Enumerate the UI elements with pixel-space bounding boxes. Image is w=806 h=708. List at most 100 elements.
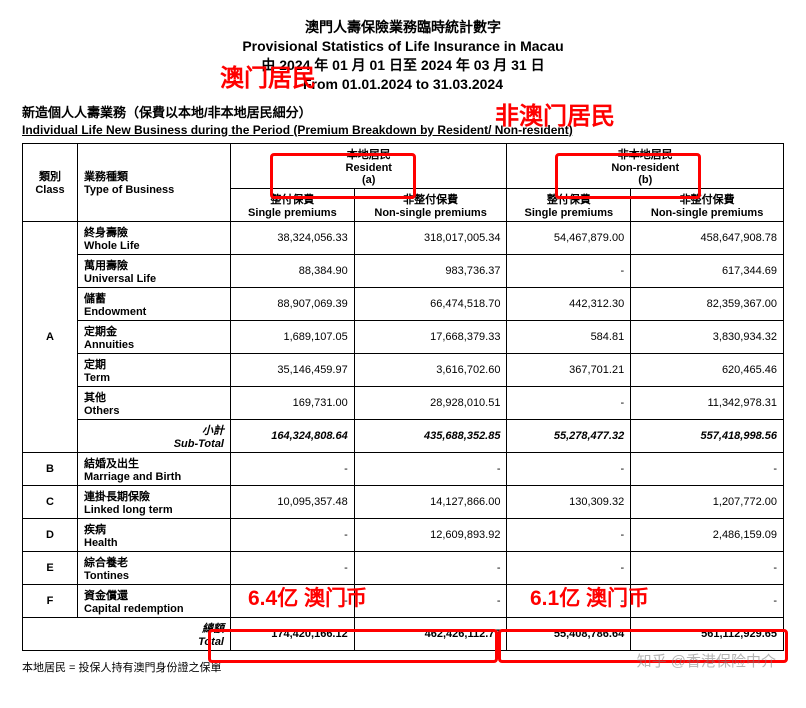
value-cell: - [631, 551, 784, 584]
table-row: 儲蓄Endowment88,907,069.3966,474,518.70442… [23, 287, 784, 320]
value-cell: 82,359,367.00 [631, 287, 784, 320]
class-cell: E [23, 551, 78, 584]
value-cell: 54,467,879.00 [507, 221, 631, 254]
table-row: C連掛長期保險Linked long term10,095,357.4814,1… [23, 485, 784, 518]
value-cell: - [354, 584, 507, 617]
type-cell: 小計Sub-Total [78, 419, 231, 452]
total-value: 462,426,112.77 [354, 617, 507, 650]
col-class-zh: 類別 [39, 171, 61, 183]
table-row: 其他Others169,731.0028,928,010.51-11,342,9… [23, 386, 784, 419]
type-cell: 資金償還Capital redemption [78, 584, 231, 617]
col-a-nsp-zh: 非整付保費 [403, 194, 458, 206]
table-row: D疾病Health-12,609,893.92-2,486,159.09 [23, 518, 784, 551]
col-a-nsp-en: Non-single premiums [374, 207, 486, 219]
value-cell: - [507, 584, 631, 617]
col-b-nsp-zh: 非整付保費 [680, 194, 735, 206]
value-cell: - [354, 452, 507, 485]
value-cell: 55,278,477.32 [507, 419, 631, 452]
col-class-en: Class [35, 184, 64, 196]
value-cell: 66,474,518.70 [354, 287, 507, 320]
table-row: A終身壽險Whole Life38,324,056.33318,017,005.… [23, 221, 784, 254]
value-cell: - [507, 254, 631, 287]
value-cell: 11,342,978.31 [631, 386, 784, 419]
col-resident-en: Resident [346, 162, 392, 174]
type-cell: 結婚及出生Marriage and Birth [78, 452, 231, 485]
table-row: 萬用壽險Universal Life88,384.90983,736.37-61… [23, 254, 784, 287]
col-b-sp-zh: 整付保費 [547, 194, 591, 206]
value-cell: 983,736.37 [354, 254, 507, 287]
class-cell: F [23, 584, 78, 617]
value-cell: 35,146,459.97 [231, 353, 355, 386]
col-nonresident-en: Non-resident [611, 162, 679, 174]
col-type-zh: 業務種類 [84, 171, 128, 183]
total-row: 總額Total174,420,166.12462,426,112.7755,40… [23, 617, 784, 650]
type-cell: 疾病Health [78, 518, 231, 551]
type-cell: 儲蓄Endowment [78, 287, 231, 320]
class-cell: B [23, 452, 78, 485]
type-cell: 其他Others [78, 386, 231, 419]
table-row: 小計Sub-Total164,324,808.64435,688,352.855… [23, 419, 784, 452]
value-cell: - [507, 386, 631, 419]
value-cell: 3,830,934.32 [631, 320, 784, 353]
value-cell: - [631, 584, 784, 617]
value-cell: 367,701.21 [507, 353, 631, 386]
total-value: 55,408,786.64 [507, 617, 631, 650]
type-cell: 終身壽險Whole Life [78, 221, 231, 254]
type-cell: 萬用壽險Universal Life [78, 254, 231, 287]
table-row: E綜合養老Tontines---- [23, 551, 784, 584]
value-cell: 88,384.90 [231, 254, 355, 287]
col-nonresident-zh: 非本地居民 [618, 149, 673, 161]
table-row: F資金償還Capital redemption---- [23, 584, 784, 617]
value-cell: - [507, 452, 631, 485]
col-a-sp-en: Single premiums [248, 207, 337, 219]
value-cell: 164,324,808.64 [231, 419, 355, 452]
value-cell: - [231, 452, 355, 485]
total-value: 561,112,929.65 [631, 617, 784, 650]
value-cell: 14,127,866.00 [354, 485, 507, 518]
value-cell: - [231, 518, 355, 551]
value-cell: 10,095,357.48 [231, 485, 355, 518]
value-cell: 38,324,056.33 [231, 221, 355, 254]
value-cell: 1,207,772.00 [631, 485, 784, 518]
title-zh: 澳門人壽保險業務臨時統計數字 [22, 18, 784, 37]
footnote: 本地居民 = 投保人持有澳門身份證之保單 [22, 659, 784, 675]
value-cell: - [507, 518, 631, 551]
value-cell: - [231, 584, 355, 617]
section-title-en: Individual Life New Business during the … [22, 123, 784, 137]
table-row: B結婚及出生Marriage and Birth---- [23, 452, 784, 485]
value-cell: 169,731.00 [231, 386, 355, 419]
value-cell: - [354, 551, 507, 584]
value-cell: 17,668,379.33 [354, 320, 507, 353]
value-cell: 557,418,998.56 [631, 419, 784, 452]
value-cell: 2,486,159.09 [631, 518, 784, 551]
type-cell: 定期金Annuities [78, 320, 231, 353]
value-cell: 442,312.30 [507, 287, 631, 320]
value-cell: 584.81 [507, 320, 631, 353]
section-title-zh: 新造個人人壽業務（保費以本地/非本地居民細分） [22, 102, 784, 121]
total-label: 總額Total [23, 617, 231, 650]
data-table: 類別 Class 業務種類 Type of Business 本地居民 Resi… [22, 143, 784, 651]
class-cell: D [23, 518, 78, 551]
col-resident-tag: (a) [362, 174, 375, 186]
col-nonresident-tag: (b) [638, 174, 652, 186]
col-resident-zh: 本地居民 [347, 149, 391, 161]
col-a-sp-zh: 整付保費 [270, 194, 314, 206]
table-row: 定期金Annuities1,689,107.0517,668,379.33584… [23, 320, 784, 353]
type-cell: 連掛長期保險Linked long term [78, 485, 231, 518]
value-cell: - [507, 551, 631, 584]
value-cell: 12,609,893.92 [354, 518, 507, 551]
total-value: 174,420,166.12 [231, 617, 355, 650]
value-cell: 435,688,352.85 [354, 419, 507, 452]
table-row: 定期Term35,146,459.973,616,702.60367,701.2… [23, 353, 784, 386]
value-cell: 458,647,908.78 [631, 221, 784, 254]
value-cell: - [231, 551, 355, 584]
value-cell: 1,689,107.05 [231, 320, 355, 353]
title-en: Provisional Statistics of Life Insurance… [22, 37, 784, 56]
value-cell: - [631, 452, 784, 485]
value-cell: 3,616,702.60 [354, 353, 507, 386]
col-b-sp-en: Single premiums [525, 207, 614, 219]
value-cell: 28,928,010.51 [354, 386, 507, 419]
type-cell: 綜合養老Tontines [78, 551, 231, 584]
value-cell: 88,907,069.39 [231, 287, 355, 320]
type-cell: 定期Term [78, 353, 231, 386]
